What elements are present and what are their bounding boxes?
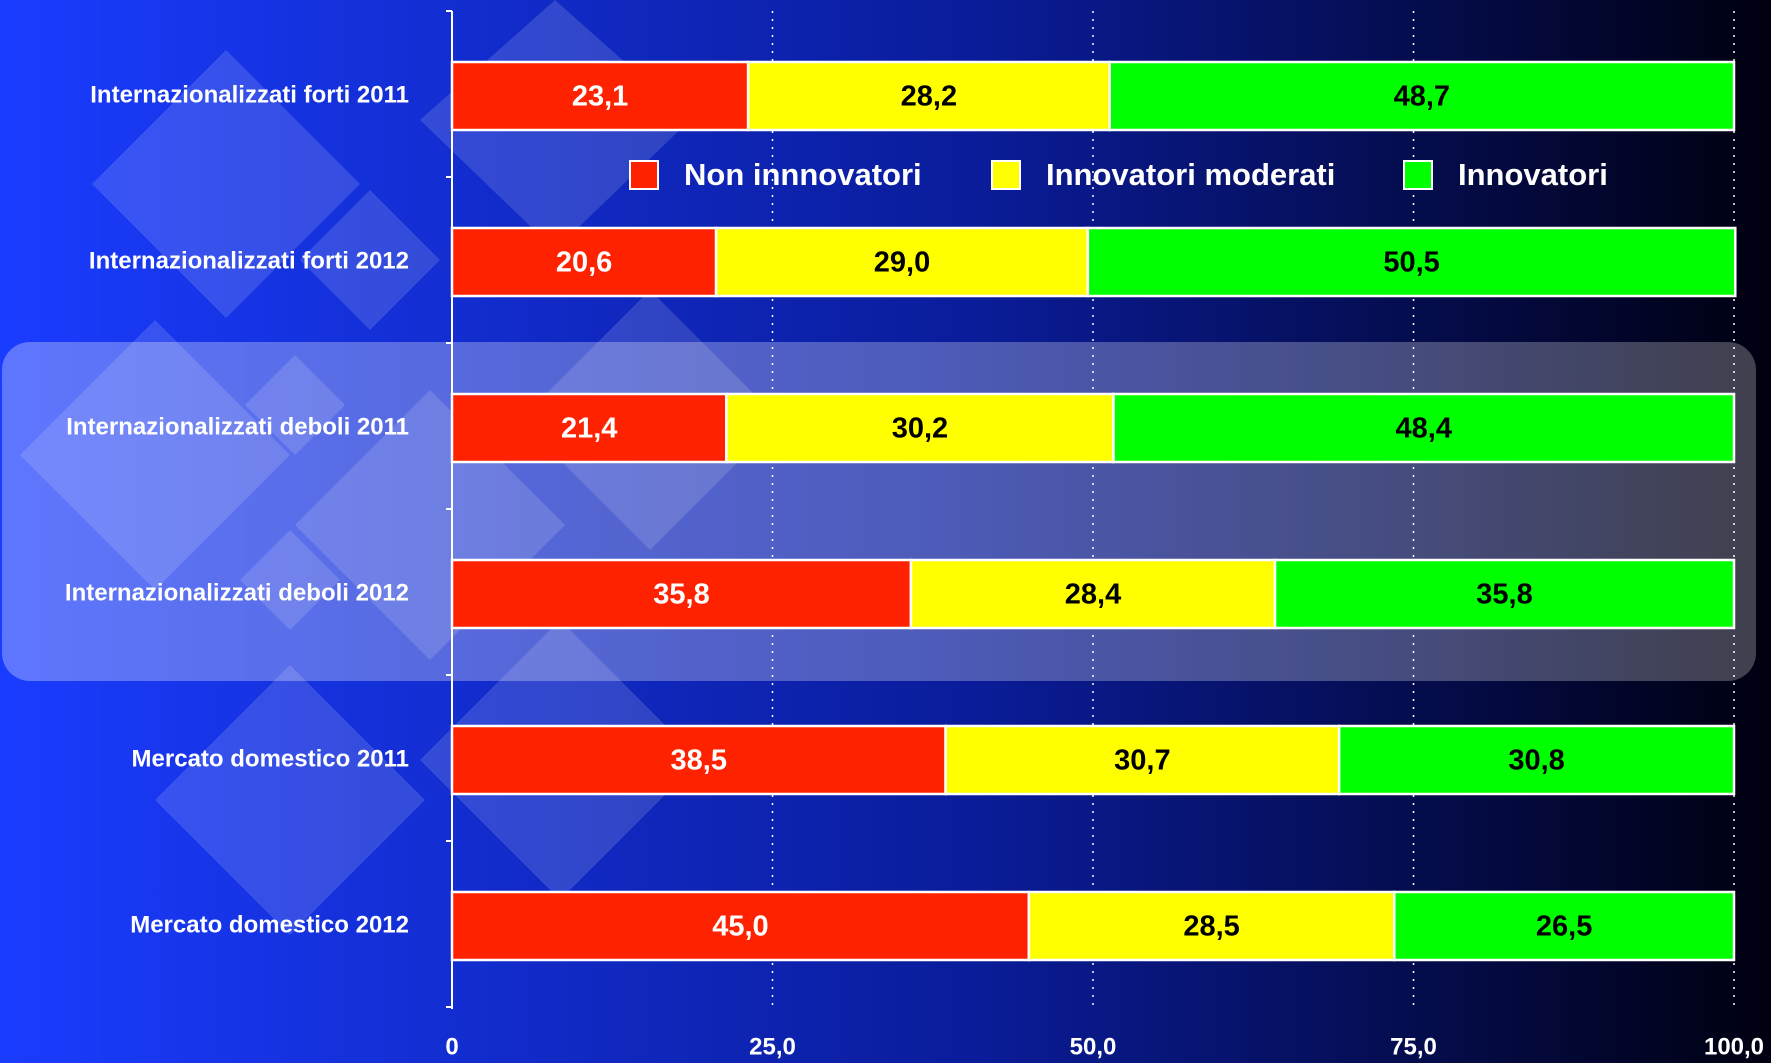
data-label: 23,1 xyxy=(572,81,628,113)
legend-label: Innovatori moderati xyxy=(1046,157,1335,192)
bar-segment xyxy=(450,226,718,298)
data-label: 28,4 xyxy=(1065,579,1121,611)
data-label: 35,8 xyxy=(653,579,709,611)
bar-segment xyxy=(450,558,913,630)
data-label: 20,6 xyxy=(556,247,612,279)
legend-label: Non innnovatori xyxy=(684,157,922,192)
y-tick-label: Internazionalizzati deboli 2011 xyxy=(66,413,409,440)
y-tick-label: Internazionalizzati forti 2012 xyxy=(89,247,409,274)
bar-segment xyxy=(909,558,1277,630)
y-tick-label: Internazionalizzati deboli 2012 xyxy=(65,579,409,606)
data-label: 30,7 xyxy=(1114,745,1170,777)
data-label: 21,4 xyxy=(561,413,617,445)
legend-swatch xyxy=(629,160,659,190)
x-tick-label: 75,0 xyxy=(1390,1033,1437,1060)
legend-swatch xyxy=(1403,160,1433,190)
data-label: 35,8 xyxy=(1476,579,1532,611)
data-label: 48,4 xyxy=(1396,413,1452,445)
y-tick-label: Internazionalizzati forti 2011 xyxy=(90,81,409,108)
x-tick-label: 100,0 xyxy=(1704,1033,1764,1060)
data-label: 26,5 xyxy=(1536,911,1592,943)
x-tick-label: 25,0 xyxy=(749,1033,796,1060)
bar-segment xyxy=(450,890,1031,962)
bar-segment xyxy=(1393,890,1736,962)
bar-segment xyxy=(1273,558,1736,630)
bar-segment xyxy=(1027,890,1396,962)
y-tick-label: Mercato domestico 2011 xyxy=(132,745,409,772)
data-label: 29,0 xyxy=(874,247,930,279)
data-label: 30,2 xyxy=(892,413,948,445)
y-tick-label: Mercato domestico 2012 xyxy=(130,911,409,938)
legend-swatch xyxy=(991,160,1021,190)
x-tick-label: 50,0 xyxy=(1070,1033,1117,1060)
bar-segment xyxy=(1337,724,1736,796)
data-label: 45,0 xyxy=(712,911,768,943)
bar-segment xyxy=(944,724,1341,796)
x-tick-label: 0 xyxy=(445,1033,458,1060)
legend-label: Innovatori xyxy=(1458,157,1608,192)
bar-segment xyxy=(725,392,1115,464)
bar-segment xyxy=(450,60,750,132)
data-label: 50,5 xyxy=(1383,247,1439,279)
data-label: 28,2 xyxy=(901,81,957,113)
bar-segment xyxy=(1108,60,1736,132)
data-label: 48,7 xyxy=(1394,81,1450,113)
bar-segment xyxy=(1112,392,1736,464)
data-label: 30,8 xyxy=(1508,745,1564,777)
data-label: 38,5 xyxy=(671,745,727,777)
data-label: 28,5 xyxy=(1183,911,1239,943)
bar-segment xyxy=(1086,226,1737,298)
